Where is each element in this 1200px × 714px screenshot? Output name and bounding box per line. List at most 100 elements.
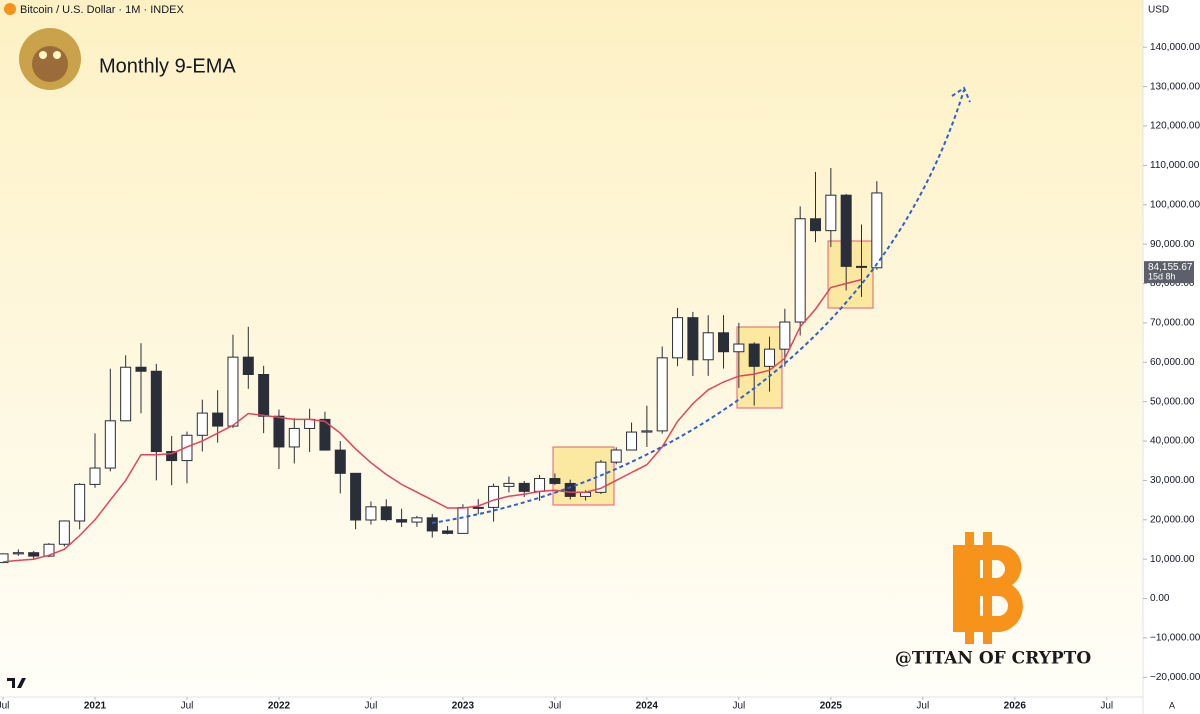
x-tick-label: 2023 [452, 701, 475, 712]
candle-body [242, 356, 254, 375]
candle-body [104, 420, 116, 469]
x-tick-label: 2024 [636, 701, 659, 712]
candle-body [150, 370, 162, 453]
time-axis-panel [0, 697, 1143, 714]
chart-title: Monthly 9-EMA [99, 55, 236, 77]
x-tick-label: 2025 [820, 701, 843, 712]
candle-body [396, 519, 408, 523]
candle-body [702, 332, 714, 361]
last-price-label: 84,155.67 [1148, 262, 1193, 273]
candle-body [871, 192, 883, 269]
price-axis-panel [1143, 0, 1200, 714]
y-tick-label: 90,000.00 [1150, 239, 1195, 250]
y-tick-label: −20,000.00 [1150, 672, 1200, 683]
candle-body [503, 482, 515, 487]
candle-body [472, 506, 484, 509]
y-tick-label: 130,000.00 [1150, 81, 1200, 92]
candle-body [304, 418, 316, 429]
x-tick-label: Jul [365, 701, 378, 712]
y-tick-label: 0.00 [1150, 593, 1170, 604]
y-tick-label: 80,000.00 [1150, 278, 1195, 289]
candle-body [840, 194, 852, 267]
avatar-face [32, 46, 68, 82]
candle-body [74, 483, 86, 522]
candle-body [534, 478, 546, 492]
y-tick-label: 60,000.00 [1150, 357, 1195, 368]
candle-body [856, 265, 867, 268]
candle-body [380, 506, 392, 521]
ema-line [2, 278, 862, 563]
candle-body [28, 552, 40, 557]
x-tick-label: Jul [732, 701, 745, 712]
candle-body [656, 357, 668, 432]
y-tick-label: 10,000.00 [1150, 554, 1195, 565]
avatar-eye [39, 51, 47, 59]
candle-body [764, 348, 776, 367]
candle-body [135, 366, 147, 372]
y-tick-label: −10,000.00 [1150, 633, 1200, 644]
candle-body [442, 530, 454, 534]
candle-body [334, 449, 346, 474]
candle-body [518, 482, 530, 492]
candle-body [672, 317, 684, 359]
candle-body [120, 366, 132, 422]
scale-mode: A [1169, 700, 1175, 710]
plot-background [0, 0, 1143, 697]
x-tick-label: Jul [1100, 701, 1113, 712]
projection-arrow [431, 89, 965, 524]
candle-body [273, 415, 285, 448]
candle-body [748, 343, 760, 367]
y-tick-label: 120,000.00 [1150, 121, 1200, 132]
candle-body [426, 517, 438, 532]
y-tick-label: 30,000.00 [1150, 475, 1195, 486]
y-tick-label: 40,000.00 [1150, 436, 1195, 447]
candle-body [212, 412, 224, 427]
y-tick-label: 70,000.00 [1150, 318, 1195, 329]
avatar-eye [53, 51, 61, 59]
candle-body [488, 485, 500, 508]
y-tick-label: 50,000.00 [1150, 396, 1195, 407]
x-tick-label: Jul [549, 701, 562, 712]
candle-body [166, 451, 178, 462]
x-tick-label: 2021 [84, 701, 107, 712]
x-tick-label: Jul [181, 701, 194, 712]
candle-body [810, 218, 822, 232]
axes: −20,000.00 −10,000.00 0.00 10,000.00 20,000.… [0, 42, 1200, 712]
candle-body [288, 427, 300, 448]
candle-body [794, 218, 806, 323]
candle-body [0, 553, 9, 564]
y-tick-label: 20,000.00 [1150, 514, 1195, 525]
x-tick-label: Jul [916, 701, 929, 712]
candle-body [411, 517, 423, 523]
symbol-icon [4, 3, 16, 15]
x-tick-label: 2022 [268, 701, 291, 712]
x-tick-label: 2026 [1004, 701, 1027, 712]
x-tick-label: Jul [0, 701, 9, 712]
candle-body [825, 194, 837, 232]
bitcoin-logo [953, 532, 1023, 644]
candle-body [196, 412, 208, 436]
candle-body [580, 491, 592, 497]
watermark: @TITAN OF CRYPTO [895, 649, 1091, 669]
candle-body [258, 373, 270, 417]
candle-body [733, 343, 745, 353]
candle-body [227, 356, 239, 427]
candle-body [58, 520, 70, 545]
candle-body [687, 317, 699, 361]
candle-body [626, 431, 638, 451]
countdown-label: 15d 8h [1148, 272, 1176, 282]
marks [0, 167, 883, 564]
candle-body [641, 430, 653, 433]
candle-body [365, 506, 377, 521]
candle-body [12, 552, 24, 555]
currency-label: USD [1148, 5, 1169, 16]
candle-body [43, 543, 55, 557]
candle-body [549, 478, 561, 484]
arrow-head [951, 86, 971, 103]
tv-logo [7, 678, 26, 688]
candle-body [779, 321, 791, 350]
candle-body [457, 506, 469, 534]
candle-body [610, 449, 622, 463]
